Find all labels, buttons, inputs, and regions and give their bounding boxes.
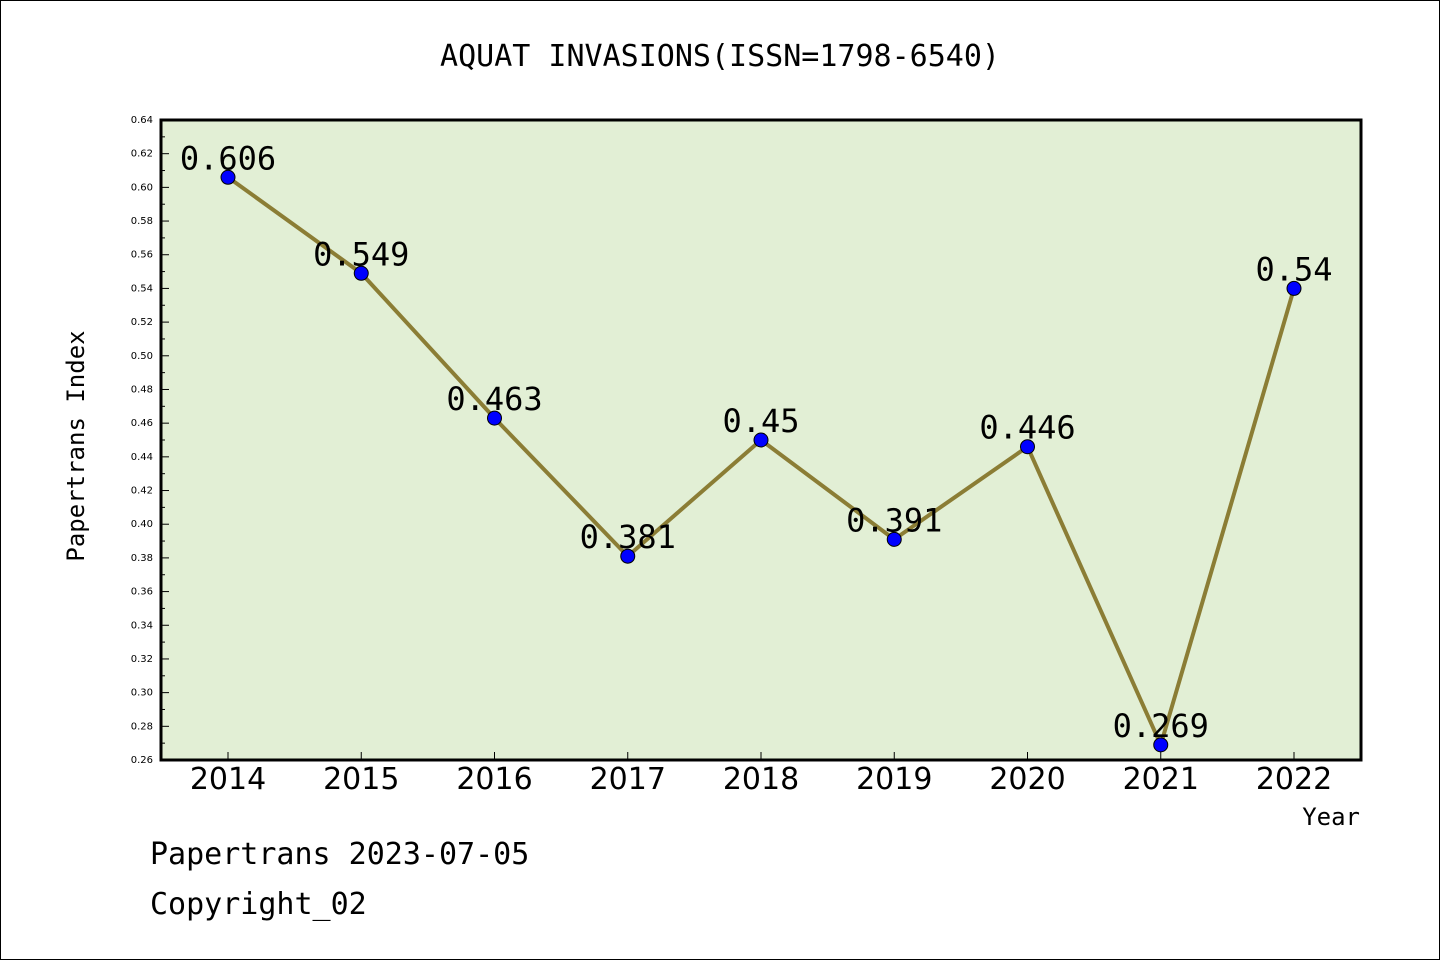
y-tick-label: 0.64 — [131, 115, 153, 126]
y-tick-label: 0.30 — [131, 688, 153, 699]
y-tick-label: 0.50 — [131, 351, 153, 362]
x-tick-label: 2014 — [190, 762, 266, 797]
x-axis: 2014 2015 2016 2017 2018 2019 2020 2021 2022 — [190, 752, 1332, 797]
y-axis: 0.26 0.28 0.30 0.32 0.34 0.36 0.38 0.40 0.42 0.44… — [131, 115, 169, 766]
data-point — [1286, 280, 1302, 296]
x-tick-label: 2022 — [1256, 762, 1332, 797]
data-label: 0.606 — [180, 139, 276, 177]
x-tick-label: 2015 — [323, 762, 399, 797]
data-label: 0.549 — [313, 235, 409, 273]
chart-title: AQUAT INVASIONS(ISSN=1798-6540) — [440, 39, 1000, 74]
data-label: 0.54 — [1255, 250, 1332, 288]
data-point — [886, 531, 902, 547]
data-label: 0.391 — [846, 501, 942, 539]
x-tick-label: 2019 — [856, 762, 932, 797]
y-tick-label: 0.58 — [131, 216, 153, 227]
y-tick-label: 0.56 — [131, 250, 153, 261]
y-axis-label: Papertrans Index — [62, 330, 90, 561]
x-tick-label: 2016 — [456, 762, 532, 797]
y-tick-label: 0.48 — [131, 384, 153, 395]
data-label: 0.446 — [979, 409, 1075, 447]
data-label: 0.381 — [580, 518, 676, 556]
y-tick-label: 0.32 — [131, 654, 153, 665]
y-tick-label: 0.62 — [131, 149, 153, 160]
x-axis-label: Year — [1302, 803, 1360, 831]
y-tick-label: 0.26 — [131, 755, 153, 766]
x-tick-label: 2021 — [1123, 762, 1199, 797]
x-tick-label: 2017 — [590, 762, 666, 797]
data-labels: 0.606 0.549 0.463 0.381 0.45 0.391 0.446 0.269 0… — [180, 139, 1333, 745]
y-tick-label: 0.38 — [131, 553, 153, 564]
y-tick-label: 0.46 — [131, 418, 153, 429]
x-tick-label: 2020 — [989, 762, 1065, 797]
y-tick-label: 0.52 — [131, 317, 153, 328]
data-point — [220, 169, 236, 185]
y-tick-label: 0.34 — [131, 620, 153, 631]
y-tick-label: 0.36 — [131, 587, 153, 598]
y-tick-label: 0.42 — [131, 486, 153, 497]
y-tick-label: 0.40 — [131, 519, 153, 530]
footer-copyright: Copyright_02 — [150, 887, 367, 922]
data-label: 0.463 — [446, 380, 542, 418]
y-tick-label: 0.28 — [131, 721, 153, 732]
y-tick-label: 0.54 — [131, 283, 153, 294]
data-point — [353, 265, 369, 281]
y-tick-label: 0.60 — [131, 182, 153, 193]
data-point — [1153, 737, 1169, 753]
data-label: 0.269 — [1113, 707, 1209, 745]
footer-date: Papertrans 2023-07-05 — [150, 837, 529, 872]
y-tick-label: 0.44 — [131, 452, 153, 463]
data-label: 0.45 — [722, 402, 799, 440]
data-point — [1020, 439, 1035, 455]
data-point — [487, 410, 502, 426]
data-points — [220, 169, 1302, 753]
data-point — [753, 432, 769, 448]
data-point — [620, 548, 636, 564]
x-tick-label: 2018 — [723, 762, 799, 797]
